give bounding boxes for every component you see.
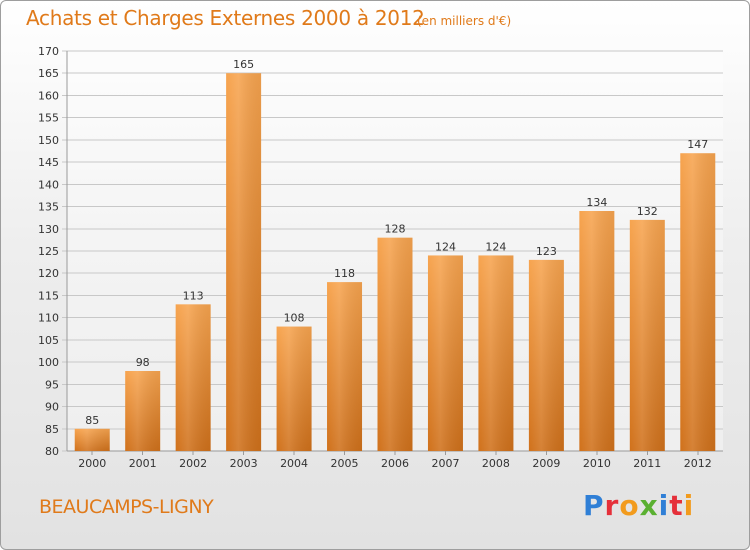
x-tick-label: 2000: [78, 457, 106, 470]
bar-2010: [579, 211, 615, 451]
x-tick-label: 2002: [179, 457, 207, 470]
y-tick-label: 125: [38, 245, 59, 258]
bar-shine: [327, 282, 363, 451]
bar-value-label: 132: [637, 205, 658, 218]
bar-shine: [478, 255, 514, 451]
bar-2007: [427, 255, 463, 451]
bar-2001: [125, 371, 161, 451]
x-tick-label: 2006: [381, 457, 409, 470]
bar-2006: [377, 237, 413, 451]
bar-shine: [226, 73, 262, 451]
commune-name: BEAUCAMPS-LIGNY: [39, 496, 214, 518]
logo-letter: r: [604, 489, 620, 522]
bar-2002: [175, 304, 211, 451]
x-tick-label: 2010: [583, 457, 611, 470]
y-tick-label: 140: [38, 178, 59, 191]
x-tick-label: 2011: [633, 457, 661, 470]
y-tick-label: 85: [45, 423, 59, 436]
bar-shine: [125, 371, 161, 451]
bar-shine: [528, 259, 564, 451]
bar-value-label: 98: [136, 356, 150, 369]
y-tick-label: 120: [38, 267, 59, 280]
bar-value-label: 118: [334, 267, 355, 280]
y-tick-label: 130: [38, 223, 59, 236]
bar-value-label: 147: [687, 138, 708, 151]
bar-shine: [629, 219, 665, 451]
y-tick-label: 150: [38, 134, 59, 147]
y-tick-label: 100: [38, 356, 59, 369]
y-tick-label: 170: [38, 45, 59, 58]
chart-title: Achats et Charges Externes 2000 à 2012: [26, 6, 425, 30]
bar-value-label: 124: [485, 240, 506, 253]
x-tick-label: 2005: [331, 457, 359, 470]
bar-value-label: 165: [233, 58, 254, 71]
y-tick-label: 105: [38, 334, 59, 347]
bar-2004: [276, 326, 312, 451]
y-tick-label: 160: [38, 89, 59, 102]
bar-2009: [528, 259, 564, 451]
proxiti-logo: Proxiti: [583, 489, 694, 522]
y-tick-label: 165: [38, 67, 59, 80]
bar-value-label: 113: [183, 289, 204, 302]
logo-letter: x: [639, 489, 659, 522]
bar-2011: [629, 219, 665, 451]
bar-shine: [276, 326, 312, 451]
y-tick-label: 90: [45, 401, 59, 414]
bar-shine: [579, 211, 615, 451]
bar-value-label: 108: [284, 312, 305, 325]
x-tick-label: 2012: [684, 457, 712, 470]
bar-shine: [680, 153, 716, 451]
logo-letter: P: [583, 489, 605, 522]
bar-shine: [377, 237, 413, 451]
logo-letter: o: [619, 489, 640, 522]
bar-2000: [74, 428, 110, 451]
y-tick-label: 110: [38, 312, 59, 325]
logo-letter: t: [669, 489, 684, 522]
bar-value-label: 134: [586, 196, 607, 209]
logo-letter: i: [683, 489, 695, 522]
bar-shine: [74, 428, 110, 451]
bar-shine: [175, 304, 211, 451]
y-tick-label: 115: [38, 289, 59, 302]
x-tick-label: 2001: [129, 457, 157, 470]
bar-2003: [226, 73, 262, 451]
bar-value-label: 124: [435, 240, 456, 253]
y-tick-label: 95: [45, 378, 59, 391]
bar-value-label: 85: [85, 414, 99, 427]
bar-2012: [680, 153, 716, 451]
logo-letter: i: [658, 489, 670, 522]
y-tick-label: 145: [38, 156, 59, 169]
y-tick-label: 155: [38, 112, 59, 125]
bar-value-label: 123: [536, 245, 557, 258]
y-tick-label: 135: [38, 201, 59, 214]
bar-2008: [478, 255, 514, 451]
x-tick-label: 2003: [230, 457, 258, 470]
bar-value-label: 128: [385, 223, 406, 236]
y-tick-label: 80: [45, 445, 59, 458]
bar-shine: [427, 255, 463, 451]
x-tick-label: 2008: [482, 457, 510, 470]
x-tick-label: 2009: [532, 457, 560, 470]
x-tick-label: 2007: [431, 457, 459, 470]
bar-2005: [327, 282, 363, 451]
chart-unit: (en milliers d'€): [417, 14, 512, 28]
x-tick-label: 2004: [280, 457, 308, 470]
